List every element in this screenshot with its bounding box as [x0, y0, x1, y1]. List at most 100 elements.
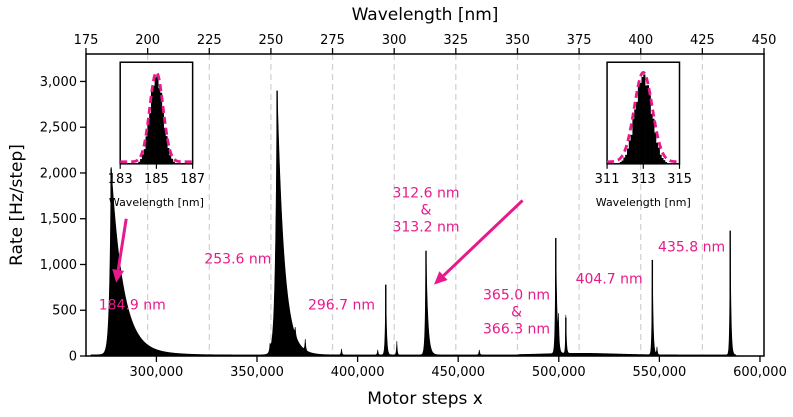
inset-hist-bar — [650, 113, 653, 164]
y-tick-label: 1,000 — [40, 258, 77, 273]
arrow-right — [442, 199, 524, 277]
inset-hist-bar — [661, 157, 664, 164]
inset-hist-bar — [665, 162, 668, 164]
inset-hist-bar — [628, 140, 631, 164]
inset-hist-bar — [630, 134, 633, 164]
inset-hist-bar — [648, 95, 651, 164]
inset-hist-bar — [655, 142, 659, 164]
inset-hist-bar — [149, 112, 152, 164]
insets: 183 185 187 Wavelength [nm] 311 313 315 Wavelen… — [108, 61, 692, 209]
x-tick-label: 450,000 — [431, 365, 485, 380]
spectrum-area — [90, 90, 737, 357]
inset-hist-bar — [636, 101, 639, 164]
inset-tick-label: 187 — [180, 172, 205, 187]
inset-tick-label: 183 — [108, 172, 133, 187]
top-tick-label: 225 — [197, 33, 222, 48]
inset-tick-label: 313 — [631, 172, 656, 187]
inset-hist-bar — [158, 88, 161, 164]
annotation-peak-253: 253.6 nm — [204, 252, 271, 268]
annotation-peak-404: 404.7 nm — [576, 272, 643, 288]
inset-hist-bar — [619, 161, 622, 164]
inset-tick-label: 311 — [595, 172, 620, 187]
annotation-line: 184.9 nm — [99, 297, 166, 313]
top-tick-label: 425 — [690, 33, 715, 48]
top-tick-label: 175 — [74, 33, 99, 48]
inset-hist-bar — [138, 161, 141, 164]
inset-hist-bar — [639, 82, 642, 164]
spectrum-fill — [90, 93, 737, 357]
inset-hist-bar — [626, 148, 630, 164]
inset-hist-bar — [161, 107, 164, 164]
inset-hist-bar — [652, 118, 655, 164]
x-tick-label: 400,000 — [331, 365, 385, 380]
top-x-axis-label: Wavelength [nm] — [352, 5, 499, 25]
y-tick-label: 2,000 — [40, 166, 77, 181]
inset-hist-bar — [646, 85, 650, 164]
annotation-line: & — [421, 203, 432, 219]
y-axis-label: Rate [Hz/step] — [7, 144, 27, 266]
x-tick-label: 350,000 — [230, 365, 284, 380]
inset-tick-label: 185 — [144, 172, 169, 187]
y-tick-label: 0 — [69, 350, 77, 365]
inset-hist-bar — [147, 124, 150, 164]
y-tick-label: 1,500 — [40, 212, 77, 227]
annotation-peak-435: 435.8 nm — [658, 240, 725, 256]
top-tick-label: 275 — [320, 33, 345, 48]
inset-hist-bar — [172, 161, 175, 164]
axes: 300,000 350,000 400,000 450,000 500,000 550,0… — [40, 33, 787, 380]
annotation-line: & — [511, 304, 522, 320]
annotation-line: 296.7 nm — [308, 297, 375, 313]
inset-hist-bar — [621, 160, 624, 164]
inset-fit-curve — [607, 71, 680, 164]
inset-right: 311 313 315 Wavelength [nm] — [595, 61, 692, 209]
inset-hist-bar — [641, 76, 644, 164]
annotation-peak-312: 312.6 nm & 313.2 nm — [392, 186, 459, 236]
arrow-left-head — [112, 269, 125, 283]
top-tick-label: 350 — [505, 33, 530, 48]
annotation-line: 312.6 nm — [392, 186, 459, 202]
inset-hist-bar — [143, 149, 146, 164]
annotation-peak-365: 365.0 nm & 366.3 nm — [483, 287, 550, 337]
peak-annotations: 184.9 nm 253.6 nm 296.7 nm 312.6 nm & 313.2 n… — [99, 186, 725, 338]
arrow-right-head — [434, 271, 448, 285]
inset-hist-bar — [156, 74, 159, 164]
inset-hist-bar — [141, 154, 145, 164]
inset-hist-bar — [140, 159, 143, 164]
inset-hist-bar — [663, 160, 666, 164]
x-tick-label: 600,000 — [733, 365, 787, 380]
plot-frame — [85, 53, 765, 357]
inset-hist-bar — [645, 85, 648, 164]
inset-hist-bar — [152, 85, 155, 164]
inset-hist-bar — [659, 154, 662, 164]
inset-tick-label: 315 — [667, 172, 692, 187]
top-tick-label: 450 — [752, 33, 777, 48]
x-tick-label: 500,000 — [532, 365, 586, 380]
y-tick-label: 2,500 — [40, 121, 77, 136]
inset-hist-bar — [623, 157, 626, 164]
x-tick-label: 550,000 — [633, 365, 687, 380]
inset-hist-bar — [160, 92, 163, 164]
inset-hist-bar — [632, 119, 635, 164]
annotation-peak-296: 296.7 nm — [308, 297, 375, 313]
annotation-line: 365.0 nm — [483, 287, 550, 303]
inset-hist-bar — [625, 154, 628, 164]
inset-hist-bar — [165, 136, 168, 164]
inset-hist-bar — [163, 127, 166, 164]
inset-hist-bar — [634, 109, 637, 164]
inset-hist-bar — [170, 158, 174, 164]
inset-hist-bar — [154, 77, 157, 164]
inset-left: 183 185 187 Wavelength [nm] — [108, 61, 205, 209]
inset-hist-bar — [169, 155, 172, 164]
top-tick-label: 200 — [135, 33, 160, 48]
y-tick-label: 3,000 — [40, 75, 77, 90]
y-tick-label: 500 — [52, 304, 77, 319]
top-tick-label: 250 — [258, 33, 283, 48]
annotation-line: 404.7 nm — [576, 272, 643, 288]
top-tick-label: 375 — [567, 33, 592, 48]
arrow-left — [116, 218, 128, 271]
inset-hist-bar — [167, 148, 170, 164]
annotation-line: 253.6 nm — [204, 252, 271, 268]
inset-hist-bar — [637, 81, 640, 164]
inset-x-label: Wavelength [nm] — [109, 196, 204, 209]
inset-hist-bar — [657, 147, 660, 164]
